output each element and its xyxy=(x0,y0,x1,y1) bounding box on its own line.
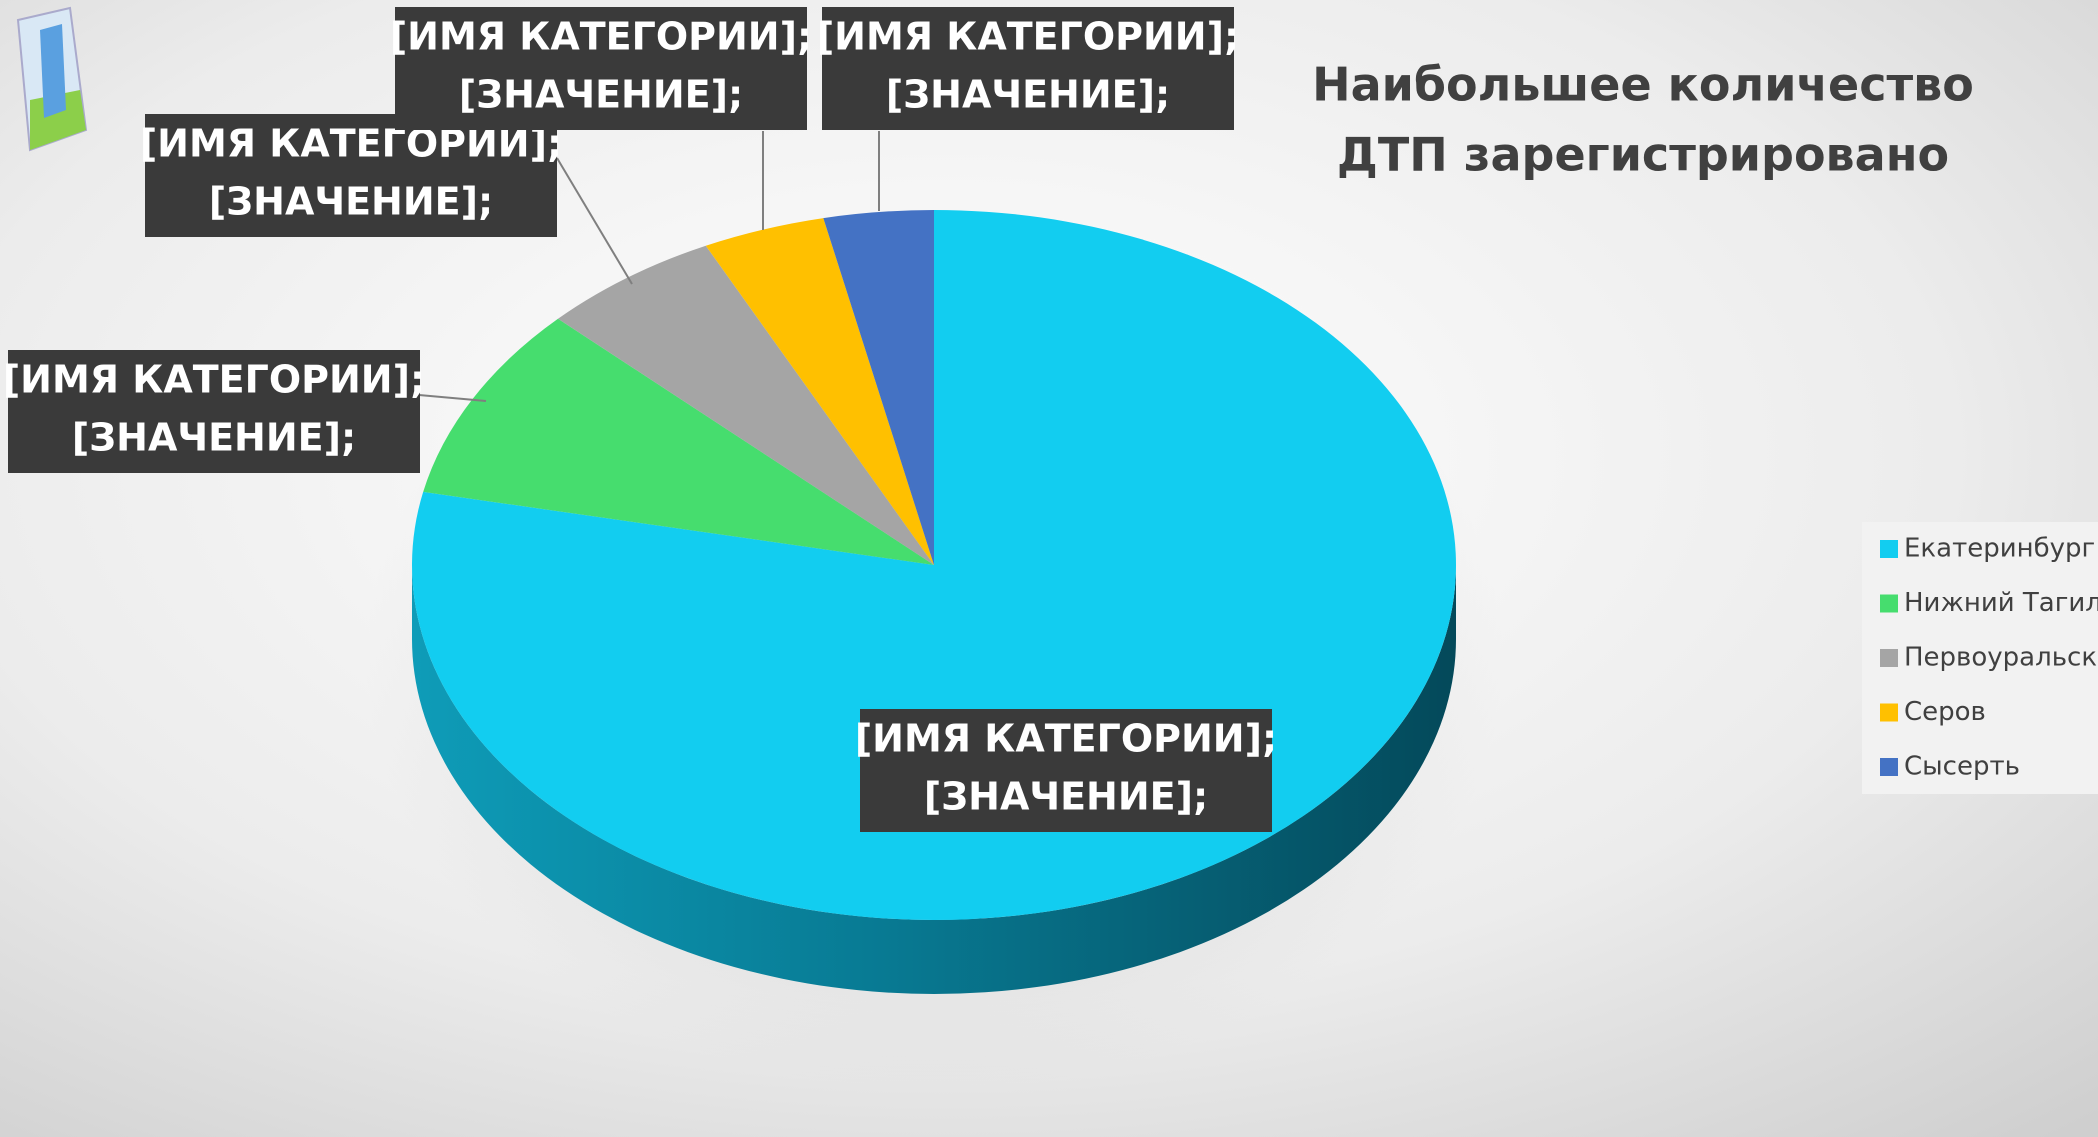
chart-title: Наибольшее количество xyxy=(1312,58,1974,112)
chart-title: ДТП зарегистрировано xyxy=(1337,128,1949,182)
data-label: [ИМЯ КАТЕГОРИИ]; xyxy=(855,717,1277,761)
chart: Наибольшее количество ДТП зарегистрирован… xyxy=(0,0,2098,1137)
data-label: [ИМЯ КАТЕГОРИИ]; xyxy=(3,358,425,402)
data-label: [ЗНАЧЕНИЕ]; xyxy=(886,73,1170,117)
page: {"chart_data": {"type": "pie3d", "title"… xyxy=(0,0,2098,1137)
pie xyxy=(412,210,1456,994)
legend-label: Екатеринбург xyxy=(1904,534,2095,564)
data-label: [ИМЯ КАТЕГОРИИ]; xyxy=(817,15,1239,59)
legend-swatch xyxy=(1880,704,1898,722)
data-label: [ЗНАЧЕНИЕ]; xyxy=(924,775,1208,819)
data-label: [ЗНАЧЕНИЕ]; xyxy=(72,416,356,460)
legend-swatch xyxy=(1880,595,1898,613)
legend-label: Сысерть xyxy=(1904,752,2020,782)
data-label: [ИМЯ КАТЕГОРИИ]; xyxy=(390,15,812,59)
legend-swatch xyxy=(1880,540,1898,558)
data-label: [ЗНАЧЕНИЕ]; xyxy=(459,73,743,117)
legend-swatch xyxy=(1880,758,1898,776)
legend-swatch xyxy=(1880,649,1898,667)
legend-label: Нижний Тагил xyxy=(1904,588,2098,618)
legend-label: Первоуральск xyxy=(1904,643,2097,673)
data-label: [ЗНАЧЕНИЕ]; xyxy=(209,180,493,224)
legend-label: Серов xyxy=(1904,697,1986,727)
